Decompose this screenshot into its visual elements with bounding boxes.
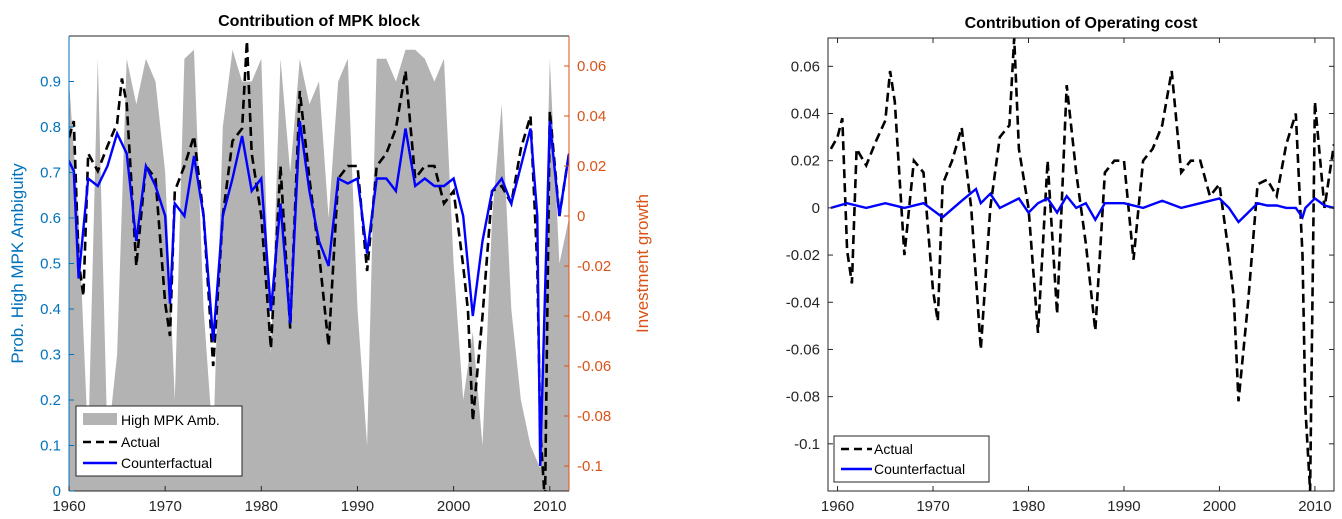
chart-title: Contribution of MPK block — [218, 13, 420, 30]
y-right-tick-label: 0.04 — [577, 108, 606, 125]
x-tick-label: 1980 — [245, 498, 278, 515]
x-tick-label: 2000 — [437, 498, 470, 515]
y-left-tick-label: 0.1 — [40, 438, 61, 455]
y-right-tick-label: -0.04 — [577, 308, 611, 325]
y-tick-label: -0.1 — [794, 436, 820, 453]
y-right-tick-label: 0.06 — [577, 58, 606, 75]
y-left-tick-label: 0.3 — [40, 347, 61, 364]
legend-label: Actual — [121, 434, 160, 450]
y-left-tick-label: 0.4 — [40, 301, 61, 318]
chart-title: Contribution of Operating cost — [965, 15, 1199, 32]
y-left-tick-label: 0.9 — [40, 74, 61, 91]
y-tick-label: 0.06 — [791, 58, 820, 75]
y-tick-label: 0 — [812, 200, 820, 217]
y-axis-right-label: Investment growth — [633, 194, 652, 333]
y-right-tick-label: -0.1 — [577, 458, 603, 475]
x-tick-label: 1990 — [341, 498, 374, 515]
x-tick-label: 2000 — [1203, 498, 1236, 515]
y-tick-label: -0.02 — [786, 247, 820, 264]
y-left-tick-label: 0.8 — [40, 119, 61, 136]
x-tick-label: 1970 — [148, 498, 181, 515]
x-tick-label: 1960 — [821, 498, 854, 515]
x-tick-label: 2010 — [533, 498, 566, 515]
y-left-tick-label: 0.6 — [40, 210, 61, 227]
series-counterfactual — [69, 120, 569, 467]
series-counterfactual — [830, 186, 1334, 224]
legend-label: Counterfactual — [121, 455, 212, 471]
y-left-tick-label: 0 — [53, 483, 61, 500]
y-tick-label: -0.08 — [786, 389, 820, 406]
y-left-tick-label: 0.5 — [40, 256, 61, 273]
y-axis-left-label: Prob. High MPK Ambiguity — [8, 163, 27, 364]
y-tick-label: 0.04 — [791, 106, 820, 123]
y-tick-label: -0.04 — [786, 294, 820, 311]
plot-border — [827, 37, 1335, 492]
legend-label: Actual — [874, 441, 913, 457]
x-tick-label: 2010 — [1298, 498, 1331, 515]
x-tick-label: 1970 — [916, 498, 949, 515]
y-tick-label: 0.02 — [791, 153, 820, 170]
legend-label: Counterfactual — [874, 461, 965, 477]
y-right-tick-label: 0 — [577, 208, 585, 225]
y-left-tick-label: 0.7 — [40, 165, 61, 182]
x-tick-label: 1980 — [1012, 498, 1045, 515]
legend-swatch-area — [83, 413, 117, 425]
legend-label: High MPK Amb. — [121, 412, 220, 428]
y-right-tick-label: -0.06 — [577, 358, 611, 375]
legend-box — [833, 435, 990, 483]
y-left-tick-label: 0.2 — [40, 392, 61, 409]
y-right-tick-label: 0.02 — [577, 158, 606, 175]
y-tick-label: -0.06 — [786, 341, 820, 358]
y-right-tick-label: -0.02 — [577, 258, 611, 275]
series-actual — [829, 38, 1334, 491]
y-right-tick-label: -0.08 — [577, 408, 611, 425]
x-tick-label: 1990 — [1107, 498, 1140, 515]
x-tick-label: 1960 — [52, 498, 85, 515]
